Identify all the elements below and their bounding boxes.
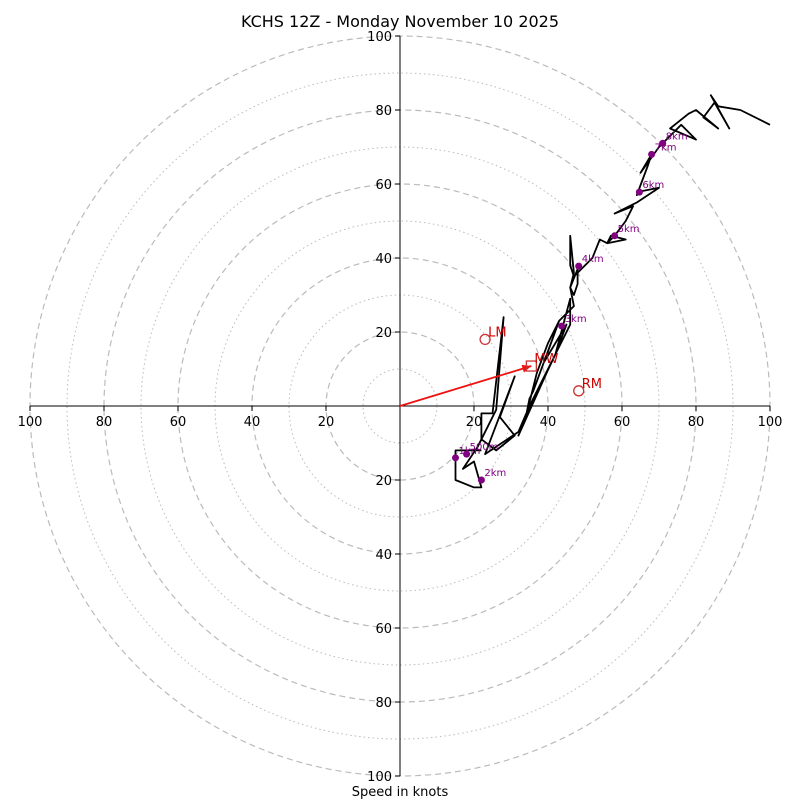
y-tick-label-0: 100 [367,30,392,45]
marker-label-LM: LM [488,325,506,340]
marker-MW [525,360,537,372]
height-point-4km [575,262,583,270]
height-label-7km: 7km [655,142,677,153]
x-tick-label-0: 100 [18,415,43,430]
height-label-5km: 5km [618,224,640,235]
marker-RM [573,385,585,397]
height-point-8km [659,139,667,147]
marker-LM [479,333,491,346]
x-tick-label-7: 60 [614,415,631,430]
y-tick-label-2: 60 [375,178,392,193]
mean-wind-arrow-shaft [399,365,532,407]
marker-label-MW: MW [534,352,558,367]
y-tick-label-8: 80 [375,696,392,711]
height-label-6km: 6km [642,180,664,191]
x-tick-label-4: 20 [318,415,335,430]
height-label-1km: 1km [459,446,481,457]
y-tick-label-7: 60 [375,622,392,637]
height-point-5km [611,232,619,240]
height-label-500m: 500m [470,442,499,453]
height-point-3km [558,322,566,330]
y-tick-label-1: 80 [375,104,392,119]
y-tick-label-6: 40 [375,548,392,563]
chart-title: KCHS 12Z - Monday November 10 2025 [241,12,559,31]
height-label-4km: 4km [582,254,604,265]
y-tick-label-5: 20 [375,474,392,489]
x-tick-label-2: 60 [170,415,187,430]
x-tick-label-1: 80 [96,415,113,430]
height-label-3km: 3km [565,314,587,325]
height-point-7km [648,150,656,158]
height-label-8km: 8km [666,131,688,142]
storm-motion-markers: LM MW RM [479,325,602,397]
wind-trace-line [454,94,771,489]
y-tick-label-9: 100 [367,770,392,785]
y-tick-label-4: 20 [375,326,392,341]
height-point-500m [463,450,471,458]
x-axis-label: Speed in knots [352,785,449,800]
height-point-2km [477,476,485,484]
height-point-6km [635,188,643,196]
height-label-2km: 2km [484,468,506,479]
height-point-1km [452,454,459,462]
x-tick-label-5: 20 [466,415,483,430]
x-tick-label-8: 80 [688,415,705,430]
tick-labels: 100 80 60 40 20 20 40 60 80 100 100 80 60 40 20 20 40 60 8… [18,30,783,785]
marker-label-RM: RM [582,377,602,392]
x-tick-label-3: 40 [244,415,261,430]
wind-trace [454,94,771,489]
x-tick-label-9: 100 [758,415,783,430]
y-tick-label-3: 40 [375,252,392,267]
x-tick-label-6: 40 [540,415,557,430]
